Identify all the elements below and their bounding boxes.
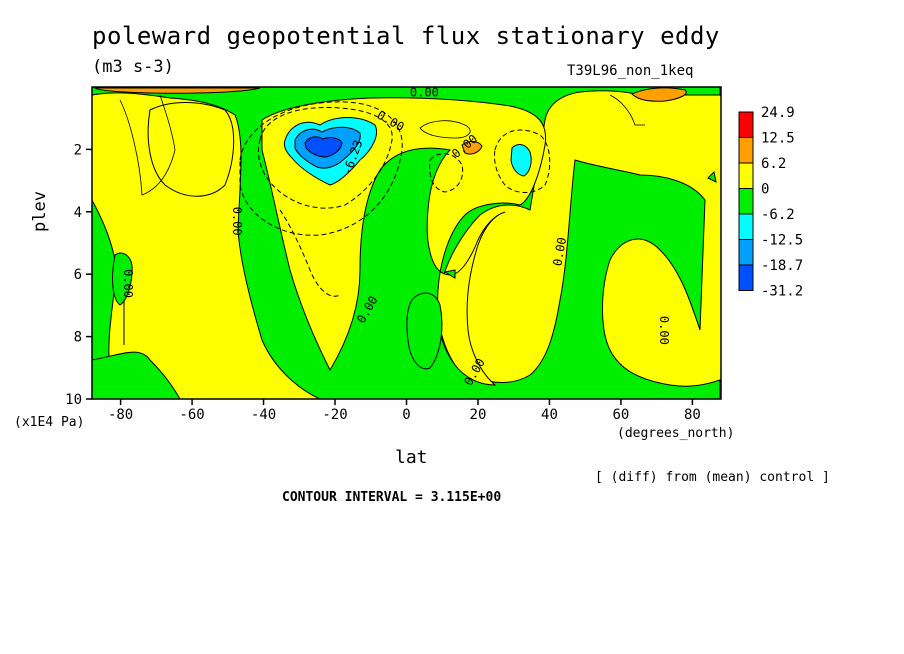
colorbar-swatch (738, 264, 754, 291)
dashed-contour-5 (279, 209, 341, 297)
negative-region-east-pocket (406, 292, 443, 370)
colorbar-swatch (738, 137, 754, 164)
x-tick-label: -20 (322, 407, 347, 423)
negative-region-southwest (92, 351, 181, 399)
colorbar-label: -6.2 (761, 207, 795, 223)
colorbar-label: -18.7 (761, 258, 803, 274)
colorbar-label: 12.5 (761, 131, 795, 147)
contour-label: 0.00 (230, 207, 244, 236)
colorbar-label: -12.5 (761, 233, 803, 249)
dashed-contour-3 (494, 129, 551, 193)
colorbar-label: -31.2 (761, 284, 803, 300)
x-tick-label: 60 (613, 407, 630, 423)
deep-blue-core (304, 136, 343, 158)
colorbar-swatch (738, 213, 754, 240)
colorbar-label: 0 (761, 182, 769, 198)
x-axis-units: (degrees_north) (617, 426, 735, 441)
colorbar-swatch (738, 239, 754, 266)
solid-contour-2 (419, 120, 471, 139)
colorbar: 24.9 12.5 6.2 0 -6.2 -12.5 -18.7 -31.2 (738, 105, 803, 300)
x-tick-label: -80 (108, 407, 133, 423)
contour-interval: CONTOUR INTERVAL = 3.115E+00 (282, 490, 502, 505)
x-tick-label: 0 (402, 407, 410, 423)
contour-label: 0.00 (550, 236, 569, 267)
green-speck-2 (707, 170, 717, 183)
contour-label: 0.00 (121, 269, 135, 298)
contour-field (92, 87, 721, 399)
colorbar-swatch (738, 111, 754, 138)
cyan-pocket-east (510, 144, 532, 177)
x-axis-label: lat (395, 447, 428, 468)
y-axis-units: (x1E4 Pa) (14, 415, 85, 430)
y-tick-label: 10 (65, 392, 82, 408)
dashed-contour-4 (429, 153, 464, 193)
y-tick-label: 4 (74, 205, 82, 221)
contour-label: 0.00 (410, 85, 439, 99)
y-tick-label: 2 (74, 142, 82, 158)
x-tick-label: 20 (470, 407, 487, 423)
colorbar-swatch (738, 162, 754, 189)
x-tick-label: 80 (684, 407, 701, 423)
orange-patch-northeast (631, 87, 687, 102)
colorbar-label: 24.9 (761, 105, 795, 121)
negative-region-central (92, 87, 721, 399)
chart-title: poleward geopotential flux stationary ed… (92, 22, 720, 50)
y-tick-label: 8 (74, 330, 82, 346)
y-tick-label: 6 (74, 267, 82, 283)
chart-units: (m3 s-3) (92, 57, 174, 77)
colorbar-label: 6.2 (761, 156, 786, 172)
negative-region-small-west (112, 252, 133, 306)
green-speck-1 (443, 269, 456, 279)
dashed-contour-1 (257, 107, 393, 209)
solid-contour-1 (119, 94, 176, 196)
colorbar-swatch (738, 188, 754, 215)
x-axis-ticks: -80 -60 -40 -20 0 20 40 60 80 (108, 399, 701, 423)
x-tick-label: -40 (251, 407, 276, 423)
contour-label: 0.00 (657, 316, 671, 345)
diff-note: [ (diff) from (mean) control ] (595, 470, 830, 485)
orange-strip-top (93, 87, 261, 94)
solid-contour-3 (609, 94, 645, 126)
y-axis-ticks: 2 4 6 8 10 (65, 142, 92, 408)
x-tick-label: 40 (541, 407, 558, 423)
orange-patch-center (461, 140, 483, 155)
x-tick-label: -60 (179, 407, 204, 423)
run-label: T39L96_non_1keq (567, 63, 694, 79)
